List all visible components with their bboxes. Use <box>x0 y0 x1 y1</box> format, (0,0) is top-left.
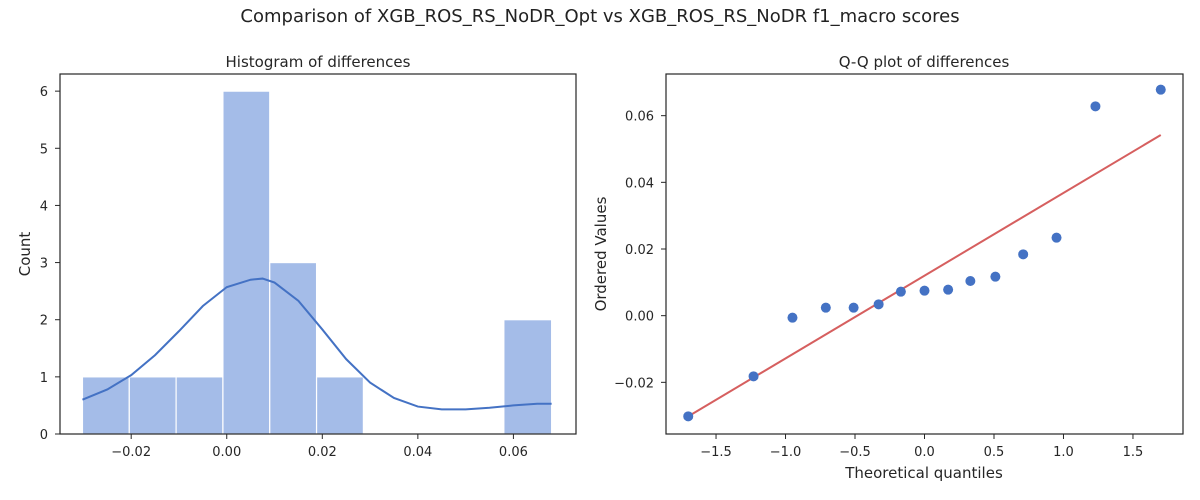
qq-x-ticks: −1.5 −1.0 −0.5 0.0 0.5 1.0 1.5 <box>700 434 1143 460</box>
qq-plot-frame <box>665 73 1184 435</box>
qq-title: Q-Q plot of differences <box>839 53 1010 71</box>
qq-x-tick-label: 1.0 <box>1053 445 1074 460</box>
qq-point <box>748 371 759 382</box>
qq-y-tick-label: 0.06 <box>625 110 654 125</box>
histogram-plot-frame <box>59 73 577 435</box>
qq-point <box>820 302 831 313</box>
qq-point <box>990 271 1001 282</box>
histogram-bars <box>81 90 553 435</box>
qq-point <box>1018 249 1029 260</box>
qq-x-tick-label: 1.5 <box>1123 445 1144 460</box>
qq-point <box>683 411 694 422</box>
qq-x-tick-label: 0.0 <box>914 445 935 460</box>
qq-x-tick-label: −1.0 <box>770 445 802 460</box>
qq-y-tick-label: 0.02 <box>625 243 654 258</box>
histogram-bar <box>269 261 318 435</box>
figure-suptitle: Comparison of XGB_ROS_RS_NoDR_Opt vs XGB… <box>240 6 960 27</box>
qq-x-axis-label: Theoretical quantiles <box>844 464 1003 482</box>
histogram-y-tick-label: 5 <box>40 142 48 157</box>
histogram-bar <box>128 376 177 435</box>
qq-x-tick-label: −1.5 <box>700 445 732 460</box>
histogram-y-tick-label: 4 <box>40 199 48 214</box>
histogram-y-ticks: 0 1 2 3 4 5 6 <box>40 85 60 443</box>
qq-point <box>1051 232 1062 243</box>
histogram-x-tick-label: 0.06 <box>499 445 528 460</box>
qq-fit-line <box>687 134 1162 418</box>
histogram-bar <box>81 376 130 435</box>
qq-point <box>1090 101 1101 112</box>
qq-x-tick-label: 0.5 <box>984 445 1005 460</box>
histogram-bar <box>315 376 364 435</box>
qq-point <box>848 302 859 313</box>
histogram-x-tick-label: −0.02 <box>111 445 151 460</box>
qq-y-tick-label: −0.02 <box>614 376 654 391</box>
histogram-y-tick-label: 6 <box>40 85 48 100</box>
histogram-panel: Histogram of differences −0.02 0.00 0.02 0.… <box>16 53 577 460</box>
histogram-kde-line <box>82 277 552 411</box>
histogram-bar <box>222 90 271 435</box>
qq-point <box>965 276 976 286</box>
qq-point <box>1155 84 1166 95</box>
qq-panel: Q-Q plot of differences −1.5 −1.0 −0.5 0.0 0… <box>592 53 1184 482</box>
histogram-y-axis-label: Count <box>16 232 34 277</box>
qq-y-tick-label: 0.00 <box>625 310 654 325</box>
qq-x-tick-label: −0.5 <box>839 445 871 460</box>
histogram-y-tick-label: 1 <box>40 371 48 386</box>
histogram-y-tick-label: 0 <box>40 428 48 443</box>
histogram-title: Histogram of differences <box>226 53 411 71</box>
histogram-bar <box>175 376 224 435</box>
histogram-x-tick-label: 0.00 <box>212 445 241 460</box>
histogram-y-tick-label: 2 <box>40 314 48 329</box>
histogram-bar <box>503 319 553 435</box>
qq-y-ticks: −0.02 0.00 0.02 0.04 0.06 <box>614 110 666 391</box>
qq-y-axis-label: Ordered Values <box>592 196 610 311</box>
histogram-y-tick-label: 3 <box>40 257 48 272</box>
qq-point <box>873 299 884 310</box>
histogram-x-ticks: −0.02 0.00 0.02 0.04 0.06 <box>111 434 528 460</box>
qq-y-tick-label: 0.04 <box>625 176 654 191</box>
qq-point <box>943 284 954 295</box>
histogram-x-tick-label: 0.04 <box>403 445 432 460</box>
qq-point <box>919 285 930 296</box>
qq-point <box>787 312 798 323</box>
histogram-x-tick-label: 0.02 <box>308 445 337 460</box>
qq-points <box>683 84 1166 422</box>
qq-point <box>895 286 906 297</box>
